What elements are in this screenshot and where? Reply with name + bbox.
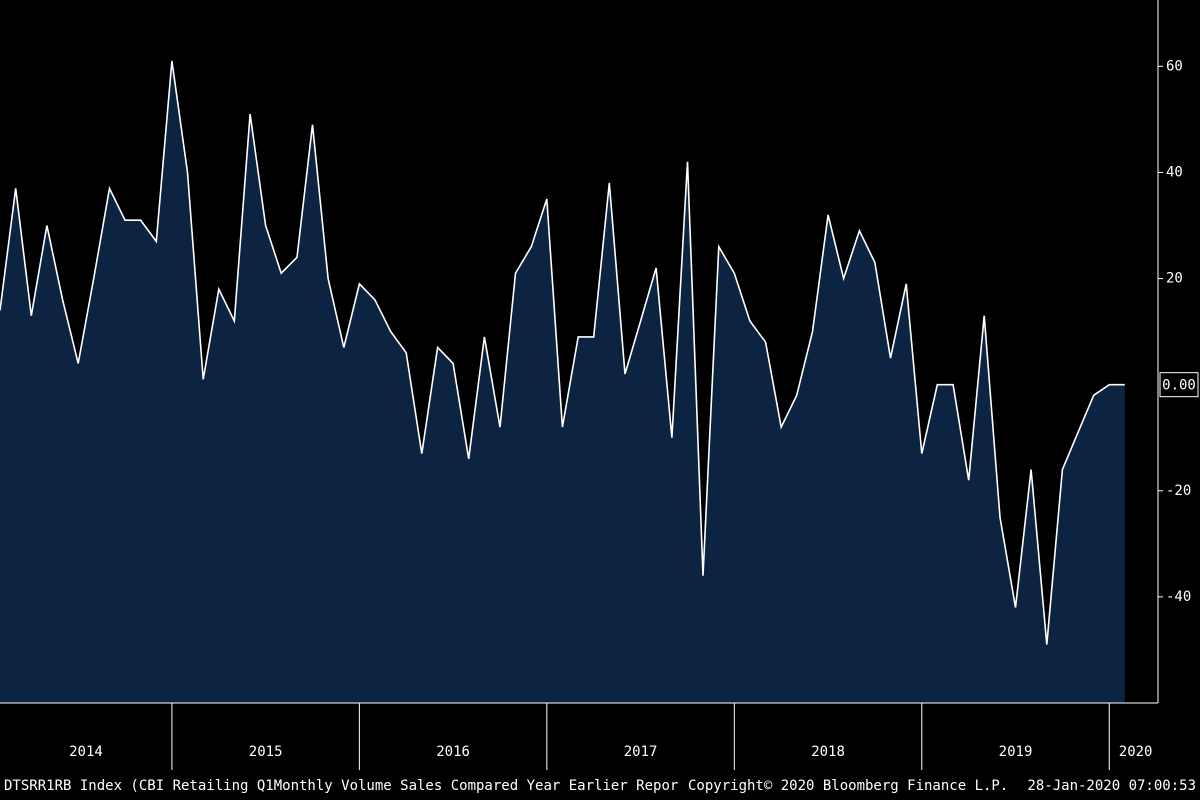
x-tick-label: 2020 bbox=[1119, 744, 1153, 760]
x-tick-label: 2015 bbox=[249, 744, 283, 760]
y-tick-label: -40 bbox=[1166, 589, 1191, 605]
x-tick-label: 2019 bbox=[999, 744, 1033, 760]
x-tick-label: 2016 bbox=[436, 744, 470, 760]
y-tick-label: 20 bbox=[1166, 271, 1183, 287]
x-tick-label: 2014 bbox=[69, 744, 103, 760]
y-tick-label: -20 bbox=[1166, 483, 1191, 499]
y-tick-label: 60 bbox=[1166, 58, 1183, 74]
footer-center: Copyright© 2020 Bloomberg Finance L.P. bbox=[688, 778, 1008, 794]
last-value-label: 0.00 bbox=[1162, 378, 1196, 394]
last-value-box bbox=[1159, 372, 1199, 398]
x-tick-label: 2018 bbox=[811, 744, 845, 760]
x-tick-label: 2017 bbox=[624, 744, 658, 760]
area-fill bbox=[0, 61, 1125, 703]
footer-right: 28-Jan-2020 07:00:53 bbox=[1027, 778, 1196, 794]
y-tick-label: 40 bbox=[1166, 164, 1183, 180]
footer-left: DTSRR1RB Index (CBI Retailing Q1Monthly … bbox=[4, 778, 678, 794]
line bbox=[0, 60, 1125, 645]
